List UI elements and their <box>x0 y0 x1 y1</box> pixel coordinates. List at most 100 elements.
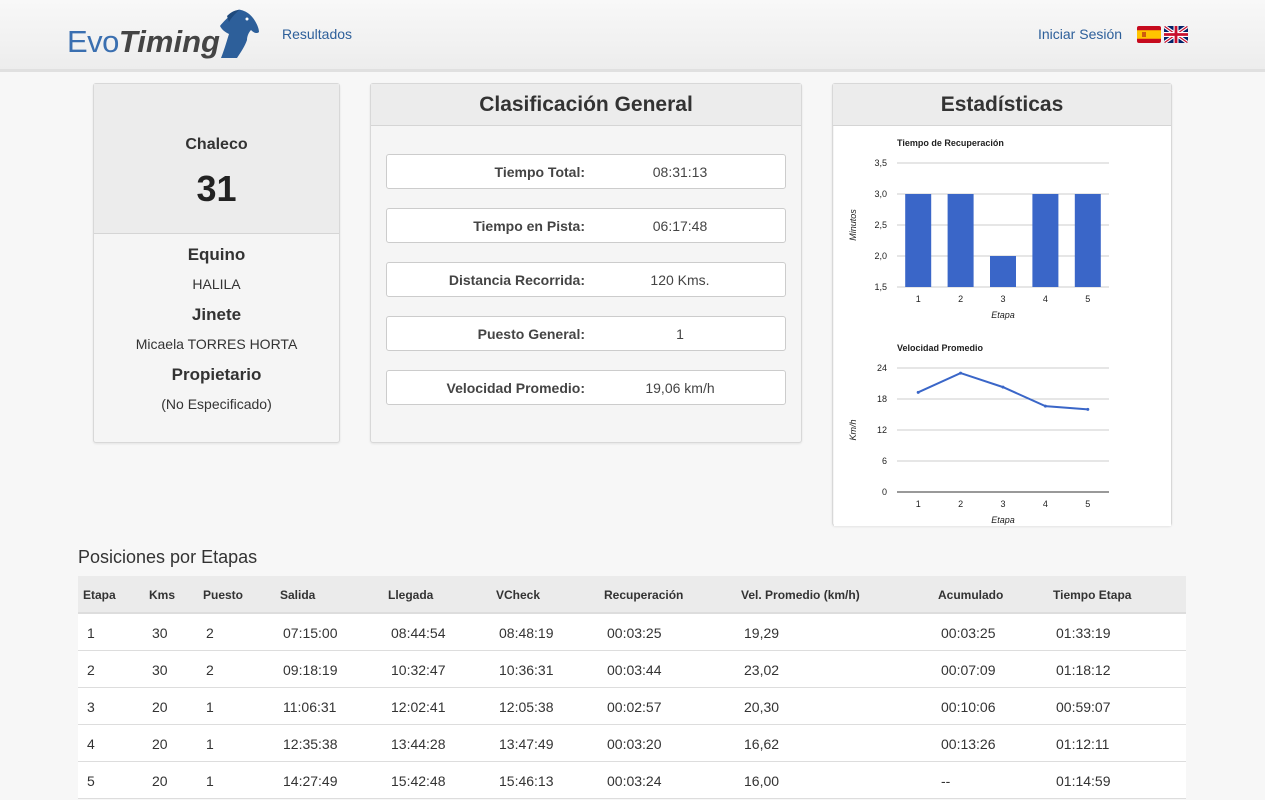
y-tick-label: 18 <box>877 394 887 404</box>
col-header: Vel. Promedio (km/h) <box>741 588 860 602</box>
table-cell: 13:44:28 <box>391 736 446 752</box>
y-axis-label: Minutos <box>848 209 858 241</box>
nav-resultados-link[interactable]: Resultados <box>282 26 353 42</box>
table-cell: 01:33:19 <box>1056 625 1111 641</box>
table-cell: 00:03:25 <box>941 625 996 641</box>
horse-head-icon <box>220 9 259 58</box>
bar <box>947 194 974 287</box>
table-cell: 2 <box>206 625 214 641</box>
login-link[interactable]: Iniciar Sesión <box>1038 26 1123 42</box>
data-point <box>916 390 920 394</box>
col-header: Recuperación <box>604 588 684 602</box>
table-cell: 30 <box>152 662 168 678</box>
table-cell: 08:48:19 <box>499 625 554 641</box>
table-body: 1 30 2 07:15:00 08:44:54 08:48:19 00:03:25 19,2… <box>78 614 1186 799</box>
table-cell: 00:13:26 <box>941 736 996 752</box>
stat-label: Puesto General: <box>477 326 585 342</box>
table-cell: 16,00 <box>744 773 780 789</box>
recovery-time-chart: Tiempo de Recuperación 1,5 2,0 2,5 3,0 3,5 Min… <box>848 138 1109 320</box>
table-cell: 00:03:44 <box>607 662 662 678</box>
y-tick-label: 2,0 <box>874 251 887 261</box>
col-header: Acumulado <box>938 588 1004 602</box>
table-cell: 00:02:57 <box>607 699 662 715</box>
rider-value: Micaela TORRES HORTA <box>135 336 298 352</box>
x-tick-label: 4 <box>1043 499 1048 509</box>
y-tick-label: 0 <box>882 487 887 497</box>
x-tick-label: 3 <box>1000 499 1005 509</box>
y-tick-label: 1,5 <box>874 282 887 292</box>
table-header: Etapa Kms Puesto Salida Llegada VCheck R… <box>78 576 1186 614</box>
vest-header: Chaleco 31 <box>94 84 339 234</box>
col-header: VCheck <box>496 588 541 602</box>
y-tick-label: 24 <box>877 363 887 373</box>
data-point <box>1043 404 1047 408</box>
table-cell: 5 <box>87 773 95 789</box>
table-cell: 2 <box>206 662 214 678</box>
table-cell: 01:14:59 <box>1056 773 1111 789</box>
col-header: Etapa <box>83 588 116 602</box>
stat-row-avg-speed: Velocidad Promedio: 19,06 km/h <box>386 370 786 405</box>
chart-title: Velocidad Promedio <box>897 343 984 353</box>
owner-label: Propietario <box>171 365 262 384</box>
table-cell: 13:47:49 <box>499 736 554 752</box>
table-cell: 20 <box>152 736 168 752</box>
table-row: 3 20 1 11:06:31 12:02:41 12:05:38 00:02:57 20,3… <box>78 688 1186 725</box>
table-cell: 1 <box>206 773 214 789</box>
table-cell: 23,02 <box>744 662 780 678</box>
table-cell: 14:27:49 <box>283 773 338 789</box>
table-cell: 00:03:20 <box>607 736 662 752</box>
evotiming-logo[interactable]: EvoTiming <box>67 8 267 64</box>
x-tick-label: 5 <box>1085 499 1090 509</box>
participant-info: Equino HALILA Jinete Micaela TORRES HORT… <box>94 244 339 414</box>
table-cell: 1 <box>206 699 214 715</box>
x-tick-label: 1 <box>916 294 921 304</box>
col-header: Llegada <box>388 588 434 602</box>
x-tick-label: 2 <box>958 294 963 304</box>
table-cell: 12:35:38 <box>283 736 338 752</box>
table-cell: 1 <box>206 736 214 752</box>
stat-value: 08:31:13 <box>652 164 708 180</box>
chart-title: Tiempo de Recuperación <box>897 138 1004 148</box>
stat-row-track-time: Tiempo en Pista: 06:17:48 <box>386 208 786 243</box>
vest-number: 31 <box>196 168 237 209</box>
table-cell: 10:32:47 <box>391 662 446 678</box>
uk-flag-icon[interactable] <box>1164 26 1188 43</box>
y-tick-label: 3,0 <box>874 189 887 199</box>
table-cell: 12:05:38 <box>499 699 554 715</box>
table-cell: -- <box>941 773 951 789</box>
data-point <box>1001 385 1005 389</box>
table-cell: 20 <box>152 699 168 715</box>
spain-flag-icon[interactable] <box>1137 26 1161 43</box>
logo-text: EvoTiming <box>67 24 220 59</box>
col-header: Salida <box>280 588 316 602</box>
table-cell: 00:10:06 <box>941 699 996 715</box>
bar <box>990 256 1016 287</box>
table-cell: 08:44:54 <box>391 625 446 641</box>
stat-row-distance: Distancia Recorrida: 120 Kms. <box>386 262 786 297</box>
stages-table: Etapa Kms Puesto Salida Llegada VCheck R… <box>78 576 1186 799</box>
series-line <box>917 371 1088 411</box>
horse-value: HALILA <box>192 276 241 292</box>
table-cell: 16,62 <box>744 736 780 752</box>
classification-panel: Clasificación General Tiempo Total: 08:3… <box>370 83 802 443</box>
table-cell: 2 <box>87 662 95 678</box>
participant-panel: Chaleco 31 Equino HALILA Jinete Micaela … <box>93 83 340 443</box>
statistics-title: Estadísticas <box>833 84 1171 126</box>
table-cell: 19,29 <box>744 625 780 641</box>
y-tick-label: 3,5 <box>874 158 887 168</box>
table-cell: 30 <box>152 625 168 641</box>
bar <box>1074 194 1101 287</box>
x-axis-label: Etapa <box>991 310 1015 320</box>
x-tick-label: 5 <box>1085 294 1090 304</box>
table-cell: 3 <box>87 699 95 715</box>
bar <box>1032 194 1059 287</box>
x-axis-label: Etapa <box>991 515 1015 525</box>
y-axis-label: Km/h <box>848 419 858 440</box>
x-tick-label: 4 <box>1043 294 1048 304</box>
table-cell: 07:15:00 <box>283 625 338 641</box>
table-cell: 15:42:48 <box>391 773 446 789</box>
stat-label: Tiempo Total: <box>494 164 585 180</box>
classification-title: Clasificación General <box>371 84 801 126</box>
col-header: Tiempo Etapa <box>1053 588 1132 602</box>
